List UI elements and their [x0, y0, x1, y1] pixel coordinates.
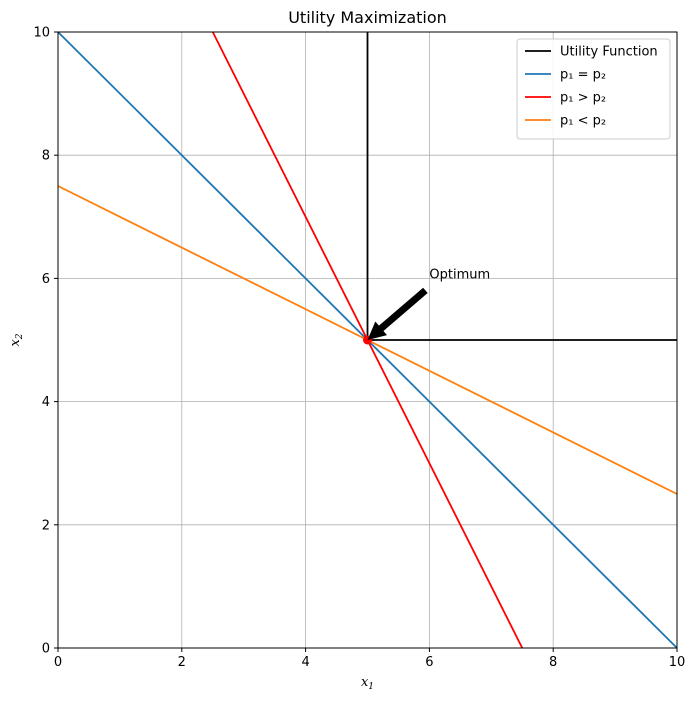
- plot-frame: [57, 31, 678, 649]
- y-tick-label: 0: [42, 642, 50, 657]
- y-tick-label: 8: [42, 149, 50, 164]
- y-axis-label-main: x: [8, 339, 23, 347]
- x-axis-label-sub: 1: [368, 682, 374, 692]
- x-tick-label: 8: [549, 655, 557, 670]
- legend: Utility Function p₁ = p₂ p₁ > p₂ p₁ < p₂: [516, 38, 671, 140]
- y-tick-label: 4: [42, 395, 50, 410]
- y-axis-label-group: x2: [8, 333, 25, 346]
- y-tick-label: 2: [42, 518, 50, 533]
- legend-label-2: p₁ > p₂: [560, 91, 606, 106]
- legend-box: [516, 38, 671, 140]
- x-tick-label: 4: [301, 655, 309, 670]
- legend-label-0: Utility Function: [560, 45, 658, 60]
- legend-label-3: p₁ < p₂: [560, 114, 606, 129]
- y-axis-ticks: 0 2 4 6 8 10: [33, 26, 58, 657]
- y-axis-label: x2: [8, 333, 25, 346]
- legend-label-1: p₁ = p₂: [560, 68, 606, 83]
- x-axis-label-main: x: [361, 675, 369, 690]
- x-tick-label: 2: [178, 655, 186, 670]
- y-tick-label: 6: [42, 272, 50, 287]
- annotation-arrow: [367, 287, 428, 340]
- x-tick-label: 10: [669, 655, 686, 670]
- x-axis-ticks: 0 2 4 6 8 10: [54, 648, 685, 670]
- x-axis-label: x1: [361, 675, 374, 692]
- y-tick-label: 10: [33, 26, 50, 41]
- y-axis-label-sub: 2: [15, 333, 25, 340]
- axes-frame: [57, 31, 678, 649]
- x-tick-label: 6: [425, 655, 433, 670]
- optimum-annotation: Optimum: [367, 267, 490, 340]
- annotation-text: Optimum: [429, 267, 490, 282]
- x-tick-label: 0: [54, 655, 62, 670]
- chart-title: Utility Maximization: [288, 8, 447, 27]
